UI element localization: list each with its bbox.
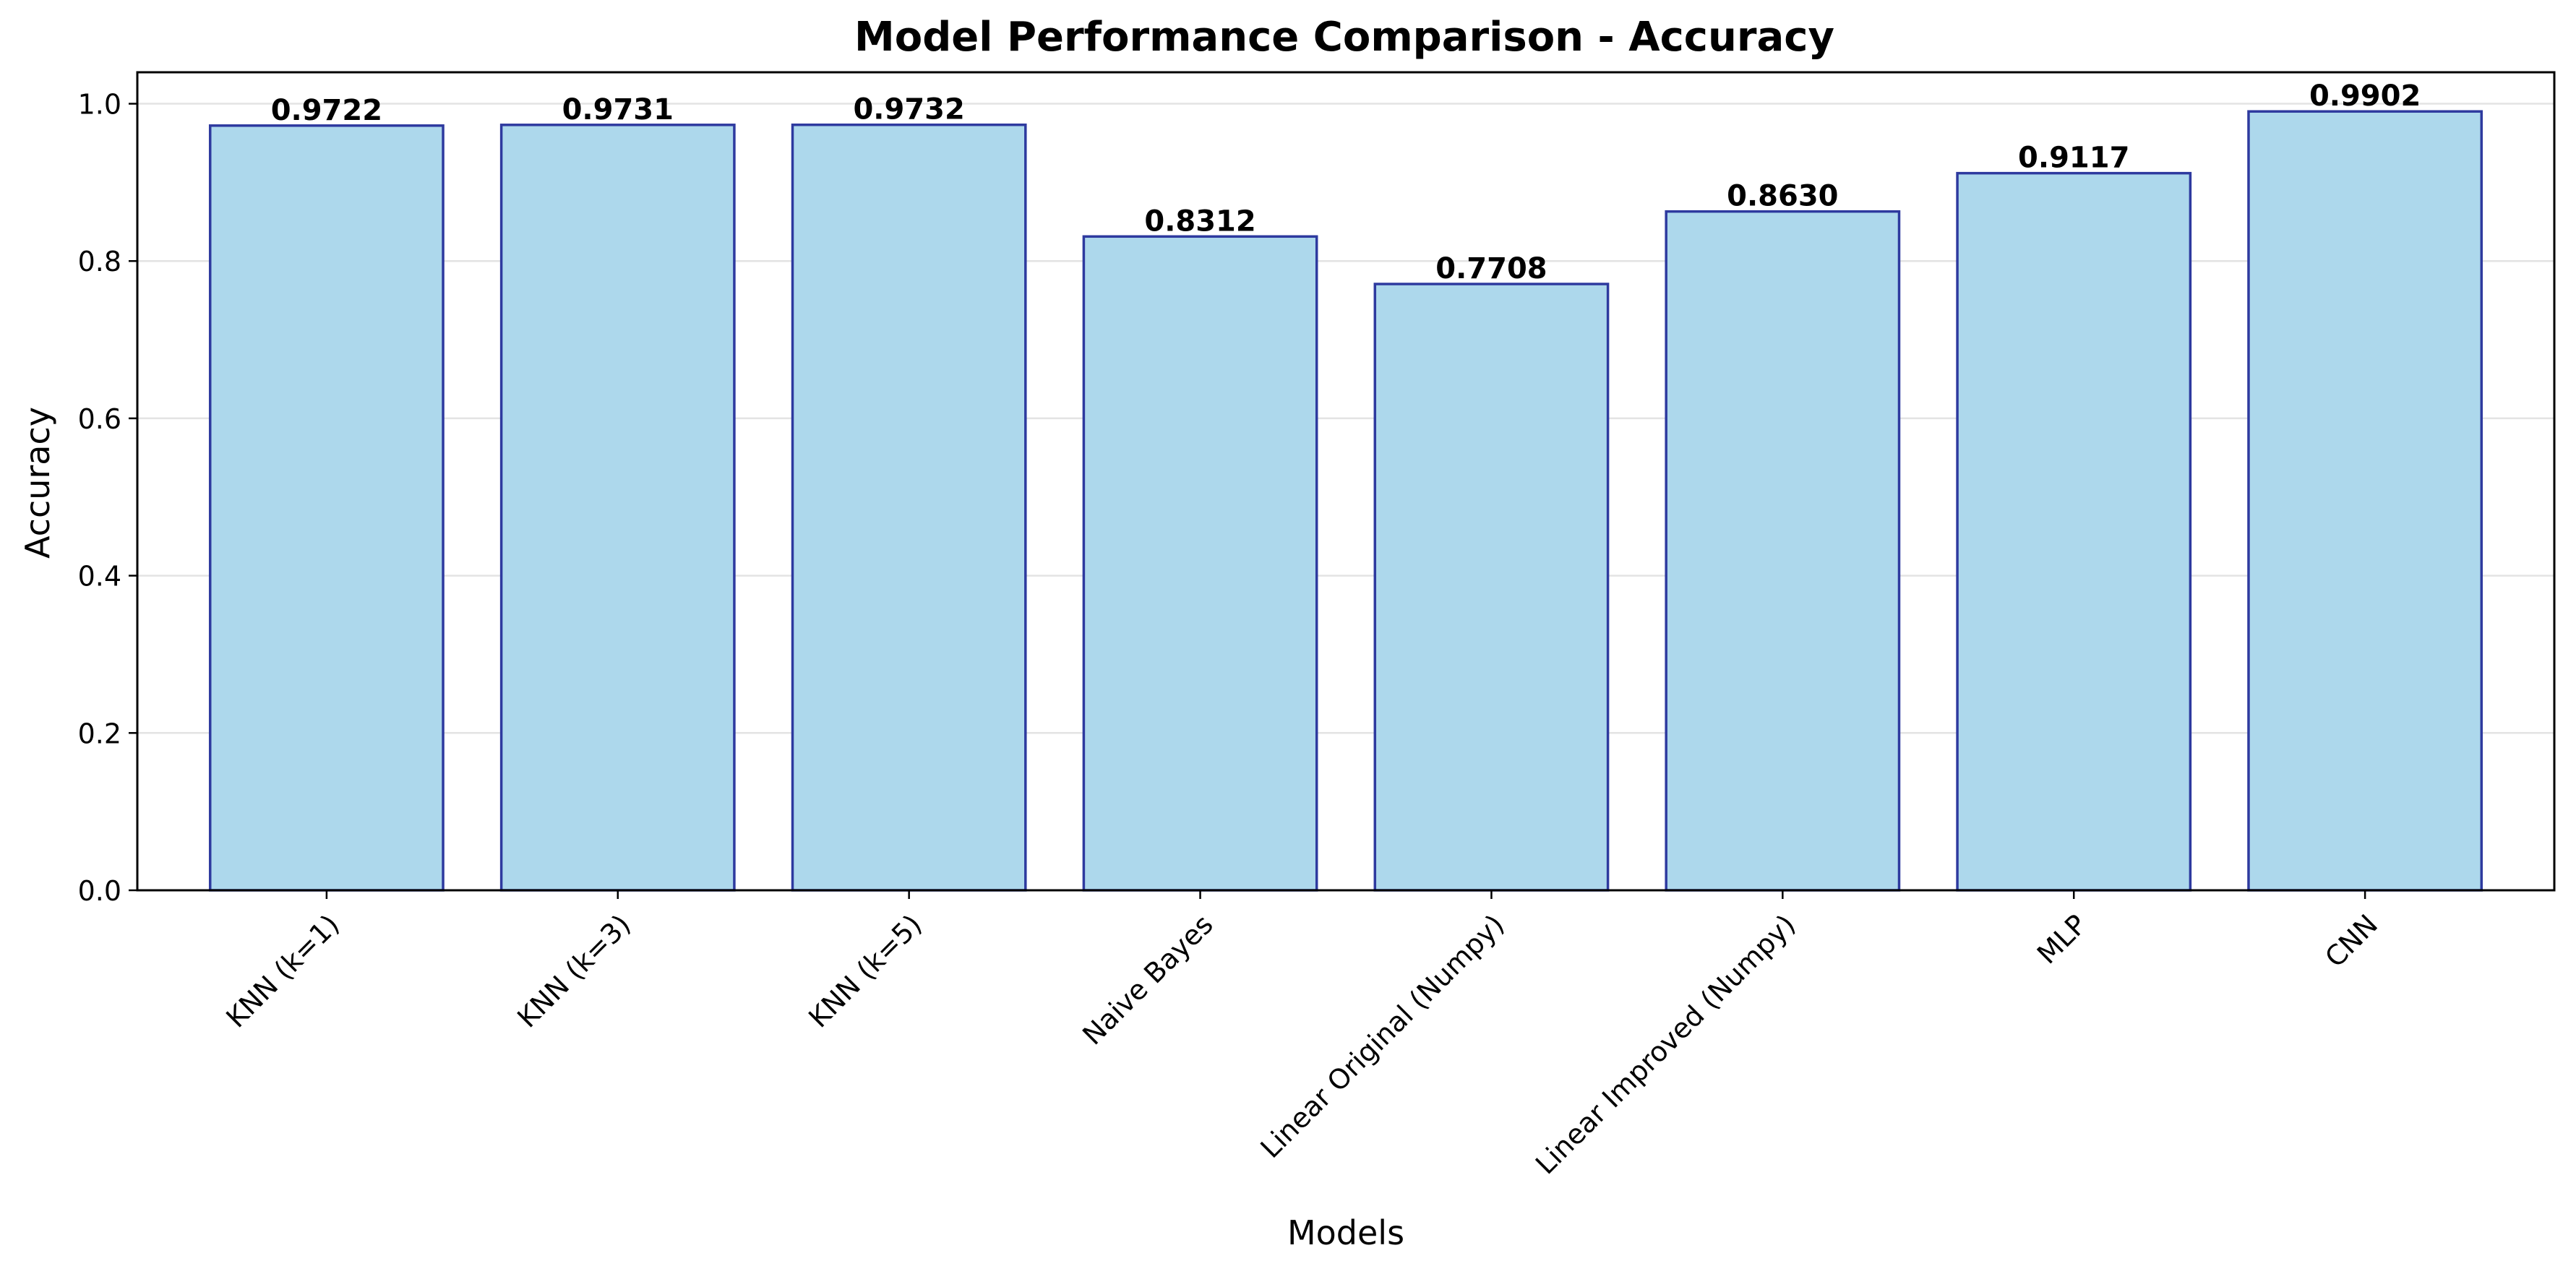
- bar-value-label: 0.9117: [2018, 142, 2129, 175]
- bar: [208, 124, 445, 892]
- bar-value-label: 0.8630: [1727, 180, 1838, 213]
- bar-value-label: 0.9902: [2309, 79, 2421, 113]
- bar-value-label: 0.9731: [562, 93, 674, 126]
- bar: [791, 123, 1027, 892]
- bar-value-label: 0.9722: [271, 94, 382, 127]
- y-tick-label: 0.0: [78, 875, 121, 907]
- bar: [2247, 110, 2483, 892]
- y-axis-ticks: 0.0 0.2 0.4 0.6 0.8 1.0: [78, 89, 137, 907]
- y-tick-label: 0.8: [78, 246, 121, 277]
- bar: [499, 124, 736, 892]
- y-tick-label: 1.0: [78, 89, 121, 121]
- bar-value-label: 0.7708: [1435, 252, 1547, 285]
- bar: [1373, 283, 1610, 892]
- bar: [1082, 235, 1318, 892]
- plot-frame: [136, 71, 2556, 892]
- y-tick-label: 0.2: [78, 718, 121, 749]
- bar-value-label: 0.9732: [853, 93, 964, 126]
- y-tick-label: 0.6: [78, 403, 121, 435]
- y-axis-label: Accuracy: [18, 407, 57, 559]
- y-tick-label: 0.4: [78, 561, 121, 593]
- chart-title: Model Performance Comparison - Accuracy: [854, 14, 1834, 61]
- bar-value-labels: 0.9722 0.9731 0.9732 0.8312 0.7708 0.8630 0.91…: [271, 79, 2421, 285]
- bar: [1956, 171, 2192, 892]
- x-axis-label: Models: [1287, 1213, 1404, 1252]
- bars: [208, 110, 2483, 892]
- bar: [1665, 210, 1901, 892]
- bar-value-label: 0.8312: [1144, 205, 1255, 238]
